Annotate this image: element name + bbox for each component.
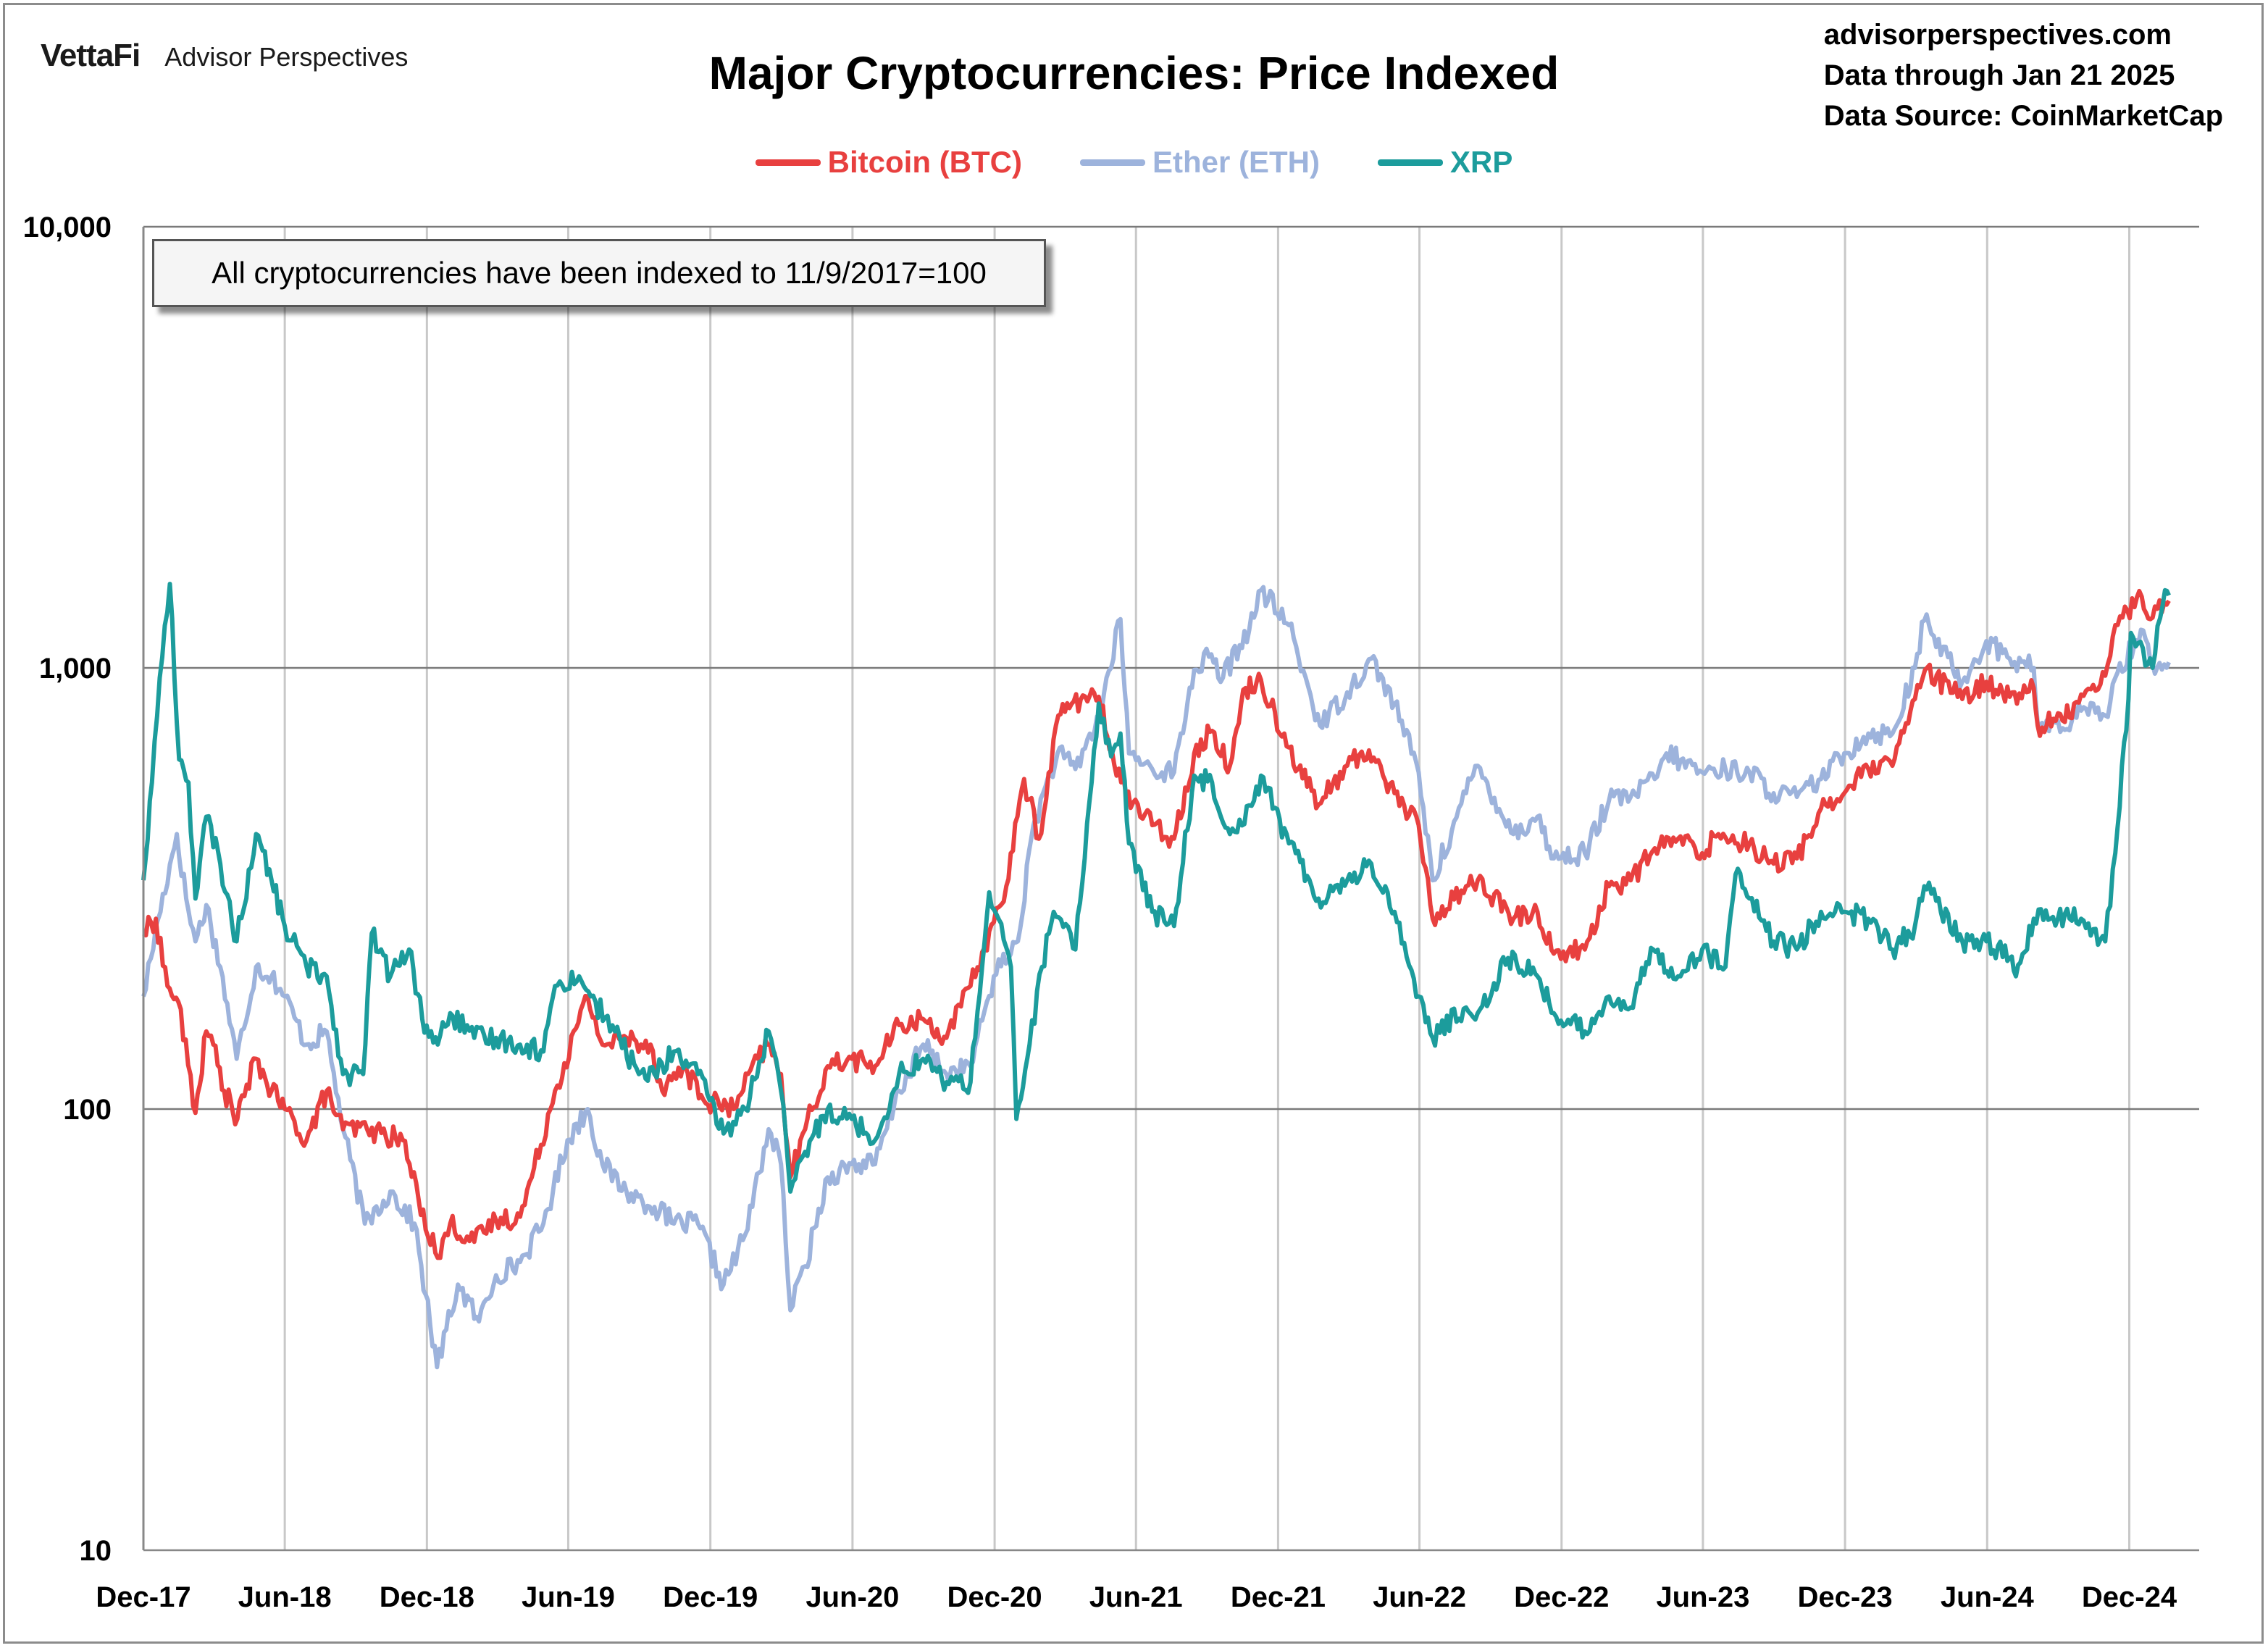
legend-swatch-xrp (1377, 159, 1443, 166)
legend-item-eth: Ether (ETH) (1079, 145, 1320, 180)
x-tick-label: Dec-19 (663, 1581, 758, 1613)
y-tick-label: 1,000 (39, 653, 112, 685)
axis-layer: Dec-17 Jun-18 Dec-18 Jun-19 Dec-19 Jun-20 Dec-… (23, 212, 2177, 1613)
data-through: Data through Jan 21 2025 (1823, 59, 2175, 91)
legend-label-xrp: XRP (1449, 145, 1513, 179)
source-site: advisorperspectives.com (1823, 19, 2172, 51)
x-tick-label: Jun-21 (1089, 1581, 1183, 1613)
x-tick-label: Jun-22 (1373, 1581, 1466, 1613)
legend-label-eth: Ether (ETH) (1152, 145, 1320, 179)
x-tick-label: Dec-22 (1514, 1581, 1609, 1613)
legend-swatch-btc (755, 159, 821, 166)
grid-layer (142, 225, 2199, 1552)
legend: Bitcoin (BTC) Ether (ETH) XRP (0, 145, 2268, 180)
series-line-eth (141, 585, 2171, 1370)
legend-label-btc: Bitcoin (BTC) (827, 145, 1022, 179)
series-layer (141, 582, 2171, 1370)
x-tick-label: Dec-23 (1797, 1581, 1892, 1613)
vettafi-logo: VettaFi (41, 38, 141, 73)
x-tick-label: Jun-19 (522, 1581, 615, 1613)
y-tick-label: 10 (80, 1535, 112, 1567)
legend-swatch-eth (1079, 159, 1145, 166)
index-note: All cryptocurrencies have been indexed t… (152, 239, 1046, 307)
series-line-btc (142, 588, 2171, 1260)
x-tick-label: Jun-20 (805, 1581, 899, 1613)
x-tick-label: Dec-18 (380, 1581, 474, 1613)
x-tick-label: Dec-21 (1231, 1581, 1326, 1613)
source-block: advisorperspectives.com Data through Jan… (1824, 14, 2223, 136)
x-tick-label: Dec-20 (947, 1581, 1042, 1613)
legend-item-btc: Bitcoin (BTC) (755, 145, 1022, 180)
series-line-xrp (141, 582, 2171, 1194)
y-tick-label: 100 (63, 1094, 112, 1126)
x-tick-label: Jun-18 (238, 1581, 332, 1613)
x-tick-label: Jun-23 (1656, 1581, 1749, 1613)
x-tick-label: Dec-17 (96, 1581, 191, 1613)
chart-title: Major Cryptocurrencies: Price Indexed (708, 47, 1560, 99)
y-tick-label: 10,000 (23, 212, 112, 243)
brand: VettaFi Advisor Perspectives (41, 38, 408, 74)
x-tick-label: Jun-24 (1941, 1581, 2035, 1613)
data-source: Data Source: CoinMarketCap (1823, 100, 2223, 132)
x-tick-label: Dec-24 (2082, 1581, 2177, 1613)
legend-item-xrp: XRP (1377, 145, 1513, 180)
brand-name: Advisor Perspectives (164, 42, 409, 72)
